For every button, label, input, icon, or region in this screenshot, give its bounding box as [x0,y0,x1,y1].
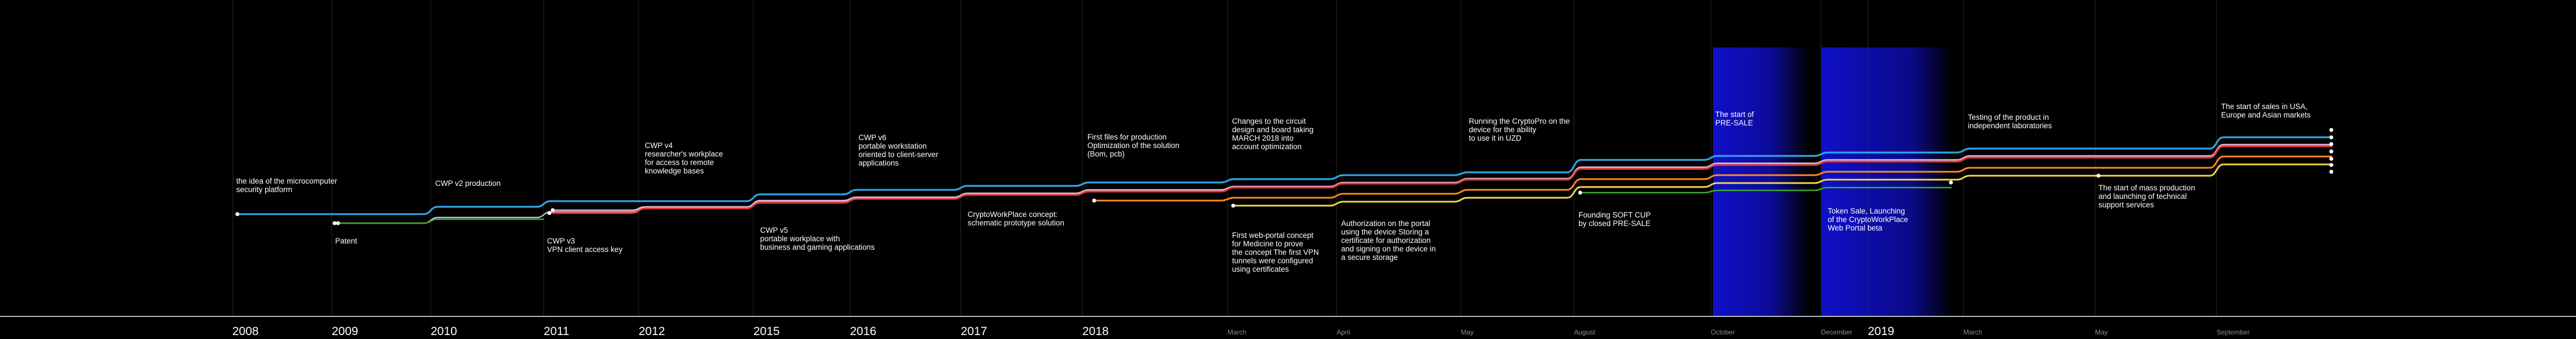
month-label-september-2019: September [2217,328,2250,336]
year-label-2019: 2019 [1868,325,1894,338]
timeline-node [1578,190,1582,195]
timeline-line-green [1579,186,1952,194]
event-token-sale: Token Sale, Launching of the CryptoWorkP… [1828,207,1909,232]
timeline-line-yellow [1232,163,2332,207]
event-authorization: Authorization on the portal using the de… [1341,219,1436,262]
timeline-endpoint [2329,135,2334,140]
event-patent: Patent [335,237,358,245]
year-label-2012: 2012 [639,325,665,338]
timeline-node [2096,173,2101,178]
event-pre-sale: The start of PRE-SALE [1715,110,1754,127]
timeline-line-red [548,145,2332,214]
year-label-2009: 2009 [332,325,358,338]
timeline-node [235,212,240,216]
event-sales-start: The start of sales in USA, Europe and As… [2221,102,2311,119]
month-label-march-2019: March [1963,328,1983,336]
timeline-endpoint [2329,157,2334,161]
event-cryptopro: Running the CryptoPro on the device for … [1469,117,1570,142]
event-cwp-v5: CWP v5 portable workplace with business … [760,226,875,251]
token-sale-highlight-band [1822,47,1951,316]
timeline-node [332,221,337,225]
timeline-line-pink [552,144,2332,211]
year-label-2015: 2015 [753,325,780,338]
month-label-may-2018: May [1461,328,1474,336]
event-cwp-v4: CWP v4 researcher's workplace for access… [645,141,723,175]
month-label-may-2019: May [2095,328,2108,336]
event-testing: Testing of the product in independent la… [1968,113,2052,130]
event-cwp-v6: CWP v6 portable workstation oriented to … [858,133,939,167]
timeline-line-green-early [337,218,545,224]
event-mass-production: The start of mass production and launchi… [2098,184,2196,209]
event-first-files: First files for production Optimization … [1087,133,1179,158]
timeline-node [336,221,340,225]
year-label-2017: 2017 [961,325,987,338]
timeline-endpoint [2329,128,2334,132]
timeline-node [550,208,555,212]
event-cwp-v3: CWP v3 VPN client access key [547,237,623,254]
month-label-april-2018: April [1337,328,1351,336]
timeline-node [1231,203,1235,208]
month-label-august-2018: August [1574,328,1595,336]
presale-highlight-band [1713,47,1809,316]
event-circuit-changes: Changes to the circuit design and board … [1232,117,1314,151]
year-label-2016: 2016 [850,325,877,338]
year-label-2011: 2011 [544,325,570,338]
timeline-node [547,211,552,215]
month-label-october-2018: October [1711,328,1735,336]
month-label-march-2018: March [1228,328,1247,336]
year-label-2018: 2018 [1082,325,1109,338]
timeline-node [1949,180,1953,185]
timeline-line-orange [1093,155,2332,202]
month-label-december-2018: December [1821,328,1853,336]
year-label-2010: 2010 [431,325,457,338]
timeline-endpoint [2329,142,2334,146]
event-concept-prototype: CryptoWorkPlace concept: schematic proto… [968,210,1065,227]
event-soft-cup: Founding SOFT CUP by closed PRE-SALE [1578,211,1651,228]
event-idea-platform: the idea of the microcomputer security p… [236,177,337,194]
timeline-endpoint [2329,169,2334,174]
timeline-line-blue [236,136,2332,215]
timeline-node [1092,198,1096,203]
event-cwp-v2: CWP v2 production [435,179,501,188]
year-label-2008: 2008 [232,325,259,338]
event-web-portal: First web-portal concept for Medicine to… [1232,231,1319,273]
timeline-endpoint [2329,163,2334,167]
timeline-endpoint [2329,149,2334,154]
